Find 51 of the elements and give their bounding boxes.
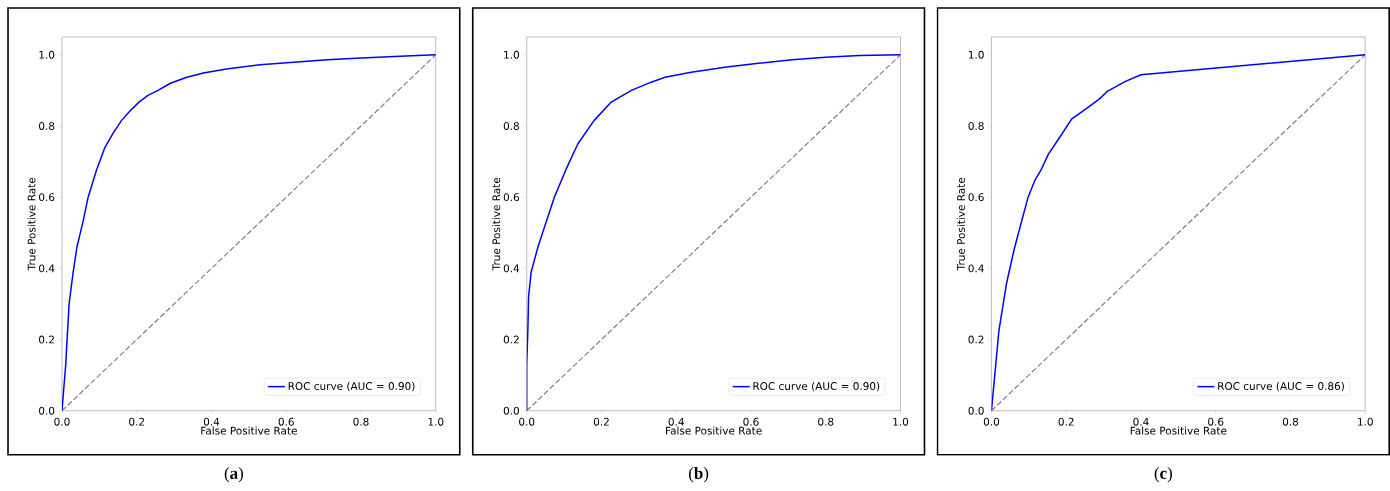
x-tick-label: 0.0 xyxy=(54,417,70,426)
x-axis-title: False Positive Rate xyxy=(201,426,297,435)
x-tick-label: 0.6 xyxy=(1208,417,1224,426)
y-tick-label: 0.2 xyxy=(503,335,519,344)
x-tick-label: 0.4 xyxy=(1133,417,1149,426)
y-tick-label: 1.0 xyxy=(39,50,55,59)
legend-label: ROC curve (AUC = 0.86) xyxy=(1218,382,1344,392)
text: (a) xyxy=(224,467,243,483)
text: (b) xyxy=(689,467,709,483)
y-tick-label: 0.8 xyxy=(503,122,519,131)
y-tick-label: 1.0 xyxy=(968,50,984,59)
y-tick-label: 0.6 xyxy=(503,193,520,202)
x-tick-label: 0.2 xyxy=(593,417,609,426)
x-tick-label: 0.0 xyxy=(983,417,1000,426)
line-series xyxy=(991,54,1366,411)
y-tick-label: 1.0 xyxy=(504,50,519,59)
x-axis-title: False Positive Rate xyxy=(1130,426,1227,435)
x-tick-label: 0.6 xyxy=(278,417,294,426)
x-tick-label: 0.0 xyxy=(519,417,535,426)
y-axis-title: True Positive Rate xyxy=(956,177,965,271)
text: (c) xyxy=(1154,467,1172,483)
y-tick-label: 0.4 xyxy=(503,264,520,273)
x-tick-label: 0.4 xyxy=(203,417,220,426)
x-tick-label: 1.0 xyxy=(1358,417,1373,426)
x-tick-label: 1.0 xyxy=(428,417,444,426)
x-tick-label: 0.6 xyxy=(743,417,759,426)
x-tick-label: 0.8 xyxy=(818,417,834,426)
x-axis-title: False Positive Rate xyxy=(666,426,762,435)
y-tick-label: 0.8 xyxy=(39,122,55,131)
y-tick-label: 0.6 xyxy=(39,193,55,202)
x-tick-label: 0.8 xyxy=(1282,417,1299,426)
y-tick-label: 0.4 xyxy=(968,264,984,273)
legend-label: ROC curve (AUC = 0.90) xyxy=(753,382,880,392)
y-tick-label: 0.0 xyxy=(39,406,55,415)
line-series xyxy=(61,54,436,411)
y-tick-label: 0.2 xyxy=(968,335,984,344)
y-tick-label: 0.4 xyxy=(39,264,55,273)
x-tick-label: 0.4 xyxy=(668,417,684,426)
y-tick-label: 0.8 xyxy=(968,122,984,131)
x-tick-label: 0.2 xyxy=(1058,417,1074,426)
y-axis-title: True Positive Rate xyxy=(492,177,501,271)
y-tick-label: 0.2 xyxy=(39,335,54,344)
y-axis-title: True Positive Rate xyxy=(27,177,36,271)
y-tick-label: 0.0 xyxy=(968,406,984,415)
y-tick-label: 0.0 xyxy=(503,406,519,415)
y-tick-label: 0.6 xyxy=(968,193,984,202)
line-series xyxy=(526,54,901,411)
legend-label: ROC curve (AUC = 0.90) xyxy=(288,382,415,392)
x-tick-label: 0.2 xyxy=(129,417,145,426)
x-tick-label: 0.8 xyxy=(353,417,369,426)
x-tick-label: 1.0 xyxy=(893,417,909,426)
